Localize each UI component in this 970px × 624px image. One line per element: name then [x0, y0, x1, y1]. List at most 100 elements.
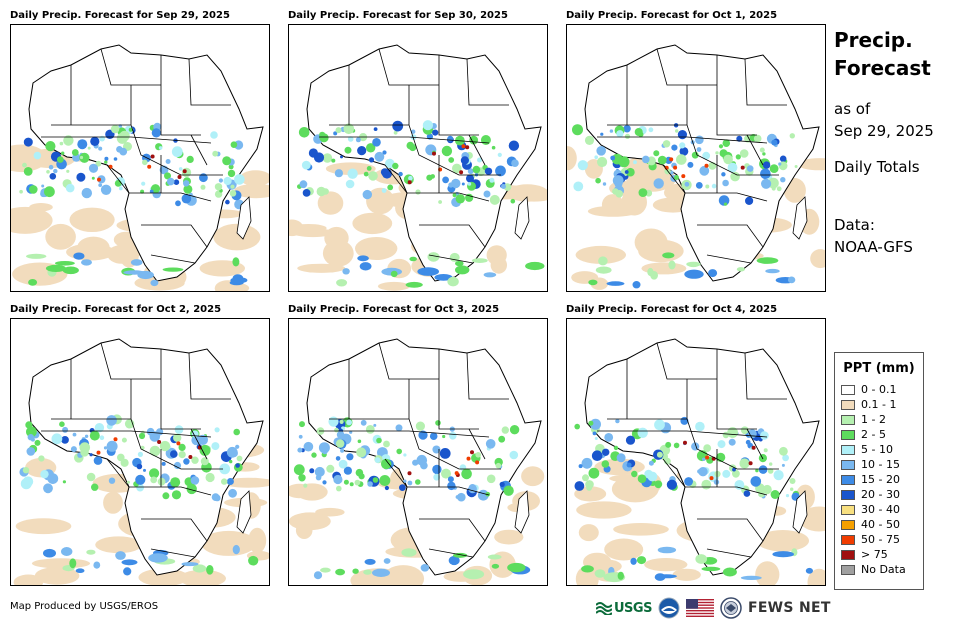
ocean-rain [123, 567, 132, 576]
rain-cell [22, 162, 27, 168]
country-border [428, 254, 474, 264]
rain-cell [484, 167, 493, 175]
rain-cell [313, 152, 325, 163]
rain-cell [475, 452, 481, 458]
rain-cell [442, 176, 449, 184]
dry-patch [755, 561, 780, 585]
rain-cell [781, 463, 785, 467]
rain-cell [457, 492, 466, 502]
legend-item: > 75 [841, 547, 917, 562]
rain-cell [365, 425, 375, 434]
rain-cell [677, 130, 687, 140]
rain-cell [711, 183, 717, 189]
rain-cell [343, 466, 352, 475]
heavy-rain-cell [407, 180, 412, 185]
rain-cell [343, 479, 349, 485]
rain-cell [625, 435, 636, 445]
rain-cell [338, 459, 348, 469]
rain-cell [582, 474, 589, 482]
rain-cell [577, 160, 588, 171]
rain-cell [699, 165, 710, 176]
rain-cell [722, 139, 731, 147]
rain-cell [637, 474, 647, 483]
rain-cell [95, 160, 102, 167]
ocean-rain [581, 565, 594, 573]
rain-cell [674, 175, 679, 180]
rain-cell [623, 125, 631, 133]
dry-patch [69, 207, 115, 232]
rain-cell [298, 474, 306, 482]
rain-cell [380, 168, 389, 177]
africa-map [11, 44, 269, 291]
country-border [106, 458, 130, 488]
rain-cell [578, 464, 583, 469]
rain-cell [229, 459, 233, 464]
rain-cell [407, 480, 413, 486]
dry-patch [317, 191, 344, 215]
ocean-rain [150, 279, 159, 287]
ocean-rain [61, 547, 73, 556]
heavy-rain-cell [150, 154, 155, 159]
rain-cell [600, 132, 604, 136]
rain-cell [199, 173, 208, 183]
rain-cell [175, 200, 181, 207]
rain-cell [584, 135, 595, 145]
ocean-rain [740, 575, 762, 580]
rain-cell [211, 442, 220, 451]
legend-label: > 75 [861, 548, 888, 561]
ocean-rain [248, 555, 259, 566]
heavy-rain-cell [673, 165, 678, 170]
rain-cell [588, 467, 600, 479]
rain-cell [117, 453, 125, 462]
rain-cell [200, 457, 209, 466]
rain-cell [91, 176, 95, 180]
dry-patch [366, 187, 395, 215]
rain-cell [702, 151, 711, 160]
rain-cell [613, 445, 619, 451]
country-border [419, 224, 486, 248]
rain-cell [334, 169, 343, 178]
ocean-rain [26, 253, 47, 259]
heavy-rain-cell [96, 450, 101, 455]
ocean-rain [137, 270, 154, 280]
heavy-rain-cell [466, 456, 471, 461]
rain-cell [433, 473, 441, 481]
rain-cell [631, 470, 638, 478]
rain-cell [615, 190, 623, 198]
rain-cell [89, 430, 100, 441]
rain-cell [228, 488, 238, 498]
rain-cell [366, 166, 372, 171]
ocean-rain [313, 571, 323, 580]
rain-cell [360, 419, 367, 426]
rain-cell [719, 149, 728, 158]
rain-cell [594, 437, 598, 440]
rain-cell [626, 462, 632, 468]
rain-cell [34, 439, 41, 446]
rain-cell [135, 474, 146, 485]
panel-title: Daily Precip. Forecast for Oct 3, 2025 [288, 304, 500, 315]
ocean-rain [594, 569, 606, 578]
rain-cell [106, 440, 118, 452]
rain-cell [200, 184, 206, 190]
ocean-rain [130, 259, 143, 266]
rain-cell [235, 463, 240, 468]
rain-cell [739, 458, 750, 469]
precip-map [566, 318, 826, 586]
rain-cell [87, 146, 91, 150]
rain-cell [430, 174, 435, 179]
heavy-rain-cell [740, 165, 745, 170]
rain-cell [103, 446, 108, 450]
rain-cell [81, 187, 93, 199]
ocean-rain [81, 259, 92, 266]
rain-cell [460, 156, 469, 165]
ocean-rain [525, 261, 545, 271]
rain-cell [398, 171, 403, 177]
rain-cell [376, 437, 382, 444]
precip-map [288, 318, 548, 586]
legend-swatch [841, 549, 855, 560]
rain-cell [448, 182, 454, 188]
totals-label: Daily Totals [834, 158, 920, 176]
legend-item: 40 - 50 [841, 517, 917, 532]
dry-patch [672, 568, 701, 581]
rain-cell [609, 129, 614, 133]
